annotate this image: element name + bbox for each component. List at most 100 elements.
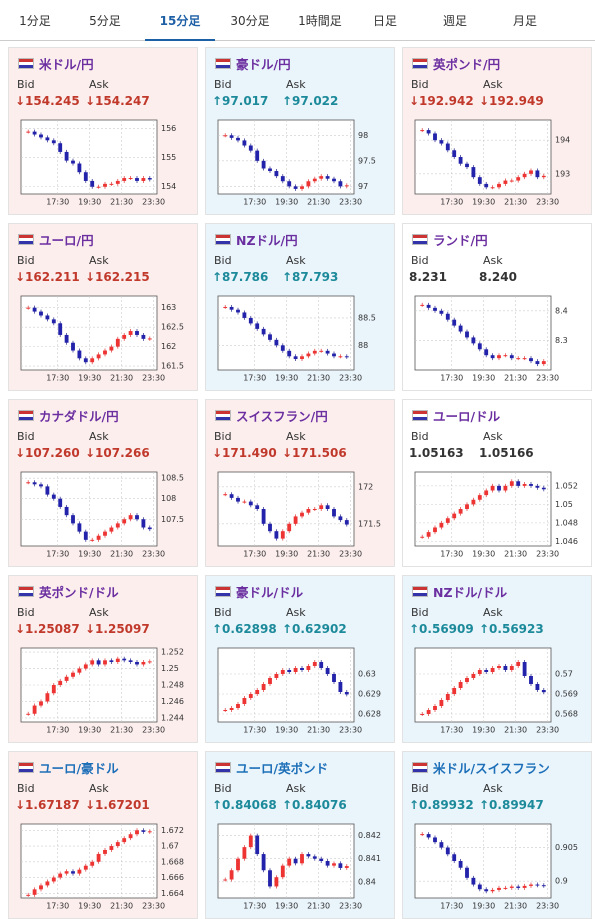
candle <box>300 186 304 189</box>
x-tick-label: 23:30 <box>142 550 165 559</box>
candle <box>122 178 127 181</box>
x-tick-label: 21:30 <box>307 374 330 383</box>
candle <box>325 861 330 866</box>
candle <box>115 842 120 847</box>
x-tick-label: 21:30 <box>110 374 133 383</box>
rate-card[interactable]: 豪ドル/ドル Bid Ask ↑0.62898 ↑0.62902 0.628 0.629 0.… <box>205 575 395 743</box>
bid-price: ↑0.84068 <box>212 798 277 812</box>
candle <box>439 140 444 144</box>
candle <box>312 662 317 666</box>
bid-label: Bid <box>411 78 429 91</box>
candle <box>274 171 279 177</box>
pair-name: ユーロ/円 <box>39 233 94 248</box>
y-tick-label: 1.666 <box>161 873 184 882</box>
candle <box>445 847 450 855</box>
rate-card[interactable]: ランド/円 Bid Ask 8.231 8.240 8.3 8.4 17:30 19:30 21:… <box>402 223 592 391</box>
rate-card[interactable]: ユーロ/ドル Bid Ask 1.05163 1.05166 1.046 1.048 1.05… <box>402 399 592 567</box>
x-tick-label: 23:30 <box>536 374 559 383</box>
rate-card[interactable]: 英ポンド/ドル Bid Ask ↓1.25087 ↓1.25097 1.244 1.246 1… <box>8 575 198 743</box>
rate-card[interactable]: 英ポンド/円 Bid Ask ↓192.942 ↓192.949 193 194 17:30 1… <box>402 47 592 215</box>
rate-card[interactable]: カナダドル/円 Bid Ask ↓107.260 ↓107.266 107.5 108 108… <box>8 399 198 567</box>
bid-price: ↓171.490 <box>212 446 277 460</box>
candle <box>509 355 514 359</box>
candle <box>439 522 444 528</box>
candle <box>484 670 489 672</box>
x-tick-label: 21:30 <box>504 550 527 559</box>
candle <box>497 183 501 188</box>
rate-card[interactable]: 米ドル/スイスフラン Bid Ask ↑0.89932 ↑0.89947 0.9 0.905… <box>402 751 592 919</box>
tab[interactable]: 5分足 <box>89 14 121 28</box>
ask-price: ↑0.56923 <box>479 622 544 636</box>
y-tick-label: 155 <box>161 153 176 162</box>
rate-card[interactable]: NZドル/円 Bid Ask ↑87.786 ↑87.793 88 88.5 17:30 19:… <box>205 223 395 391</box>
mini-chart: 1.046 1.048 1.05 1.052 17:30 19:30 21:30 23:30 <box>414 471 578 559</box>
bid-price: ↓1.67187 <box>15 798 80 812</box>
candle <box>477 884 482 890</box>
rate-card[interactable]: 豪ドル/円 Bid Ask ↑97.017 ↑97.022 97 97.5 98 17:30 19… <box>205 47 395 215</box>
candle <box>39 134 43 138</box>
rate-card[interactable]: ユーロ/円 Bid Ask ↓162.211 ↓162.215 161.5 162 162.5… <box>8 223 198 391</box>
x-tick-label: 17:30 <box>243 550 266 559</box>
plot-area <box>414 119 552 195</box>
candle <box>236 858 240 871</box>
candle <box>51 140 56 144</box>
rate-card[interactable]: スイスフラン/円 Bid Ask ↓171.490 ↓171.506 171.5 172 17… <box>205 399 395 567</box>
candle <box>26 894 31 896</box>
tab[interactable]: 15分足 <box>145 0 215 41</box>
candle <box>319 176 324 179</box>
candle <box>516 662 521 666</box>
candle <box>39 885 43 890</box>
rate-card[interactable]: ユーロ/英ポンド Bid Ask ↑0.84068 ↑0.84076 0.84 0.841 0… <box>205 751 395 919</box>
candle <box>306 509 311 513</box>
candle <box>77 163 82 173</box>
candle <box>255 150 260 161</box>
candle <box>332 509 336 517</box>
candle <box>64 151 69 161</box>
bid-price: 1.05163 <box>409 446 464 460</box>
tab[interactable]: 1分足 <box>19 14 51 28</box>
candle <box>274 877 279 887</box>
candle <box>248 694 253 698</box>
candle <box>522 173 527 178</box>
y-tick-label: 1.248 <box>161 681 184 690</box>
tab[interactable]: 30分足 <box>230 14 270 28</box>
candle <box>83 865 88 870</box>
candle <box>306 854 311 857</box>
candle <box>426 710 431 714</box>
candle <box>338 682 343 692</box>
candle <box>503 887 508 889</box>
mini-chart: 8.3 8.4 17:30 19:30 21:30 23:30 <box>414 295 568 383</box>
candle <box>522 484 527 486</box>
plot-area <box>20 295 158 371</box>
tab[interactable]: 月足 <box>512 14 537 28</box>
y-tick-label: 88 <box>358 341 368 350</box>
candle <box>452 513 457 519</box>
rate-card[interactable]: 米ドル/円 Bid Ask ↓154.245 ↓154.247 154 155 156 17:3… <box>8 47 198 215</box>
ask-price: ↓1.25097 <box>85 622 150 636</box>
candle <box>426 834 431 838</box>
y-tick-label: 154 <box>161 182 176 191</box>
y-tick-label: 98 <box>358 131 368 140</box>
candle <box>96 186 101 188</box>
tab[interactable]: 日足 <box>372 14 397 28</box>
candle <box>319 505 324 509</box>
candle <box>115 338 120 347</box>
tab[interactable]: 週足 <box>442 14 467 28</box>
candle <box>497 355 501 359</box>
candle <box>445 143 450 151</box>
candle <box>503 355 508 357</box>
candle <box>242 847 247 859</box>
y-tick-label: 107.5 <box>161 515 184 524</box>
x-tick-label: 17:30 <box>46 198 69 207</box>
candle <box>344 520 349 525</box>
rate-card[interactable]: ユーロ/豪ドル Bid Ask ↓1.67187 ↓1.67201 1.664 1.666 1… <box>8 751 198 919</box>
tab[interactable]: 1時間足 <box>298 14 342 28</box>
candle <box>477 177 482 184</box>
x-tick-label: 19:30 <box>78 726 101 735</box>
candle <box>535 884 540 886</box>
candle <box>306 353 311 357</box>
candle <box>128 834 133 839</box>
x-tick-label: 17:30 <box>46 726 69 735</box>
rate-card[interactable]: NZドル/ドル Bid Ask ↑0.56909 ↑0.56923 0.568 0.569 0… <box>402 575 592 743</box>
candle <box>45 137 50 141</box>
